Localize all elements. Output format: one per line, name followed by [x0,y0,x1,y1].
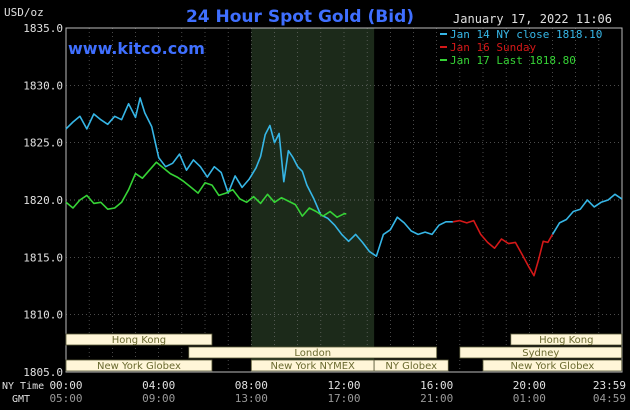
x-tick-label-ny: 08:00 [235,379,268,392]
plot-area: 1805.0 1810.0 1815.0 1820.0 1825.0 1830.0 1835… [23,22,623,379]
x-tick-label-gmt: 05:00 [49,392,82,405]
session-bar-fill [65,333,213,346]
x-tick-label-gmt: 01:00 [513,392,546,405]
series-line-0 [65,97,453,258]
x-tick-label-ny: 12:00 [327,379,360,392]
x-tick-label-ny: 20:00 [513,379,546,392]
y-tick-label: 1825.0 [23,137,63,150]
session-bar: NY Globex [373,359,449,372]
ny-time-row-label: NY Time [2,381,44,392]
x-tick-label-gmt: 13:00 [235,392,268,405]
series-line-3 [551,193,623,235]
session-bar-fill [510,333,623,346]
session-label: New York Globex [97,361,181,372]
legend-item: Jan 14 NY close 1818.10 [450,28,602,41]
session-bar: Hong Kong [510,333,623,346]
session-bar: Sydney [459,346,623,359]
session-bar-fill [459,346,623,359]
legend-item: Jan 16 Sunday [450,41,536,54]
x-tick-label-gmt: 09:00 [142,392,175,405]
y-tick-label: 1805.0 [23,366,63,379]
session-label: Sydney [522,348,559,359]
session-bar-fill [482,359,623,372]
session-label: Hong Kong [112,335,166,346]
x-tick-label-ny: 23:59 [593,379,626,392]
y-tick-label: 1830.0 [23,79,63,92]
plot-frame [65,27,623,373]
x-tick-label-gmt: 17:00 [327,392,360,405]
chart-title: 24 Hour Spot Gold (Bid) [186,7,414,27]
x-tick-label-ny: 04:00 [142,379,175,392]
site-label: www.kitco.com [68,39,205,58]
y-tick-label: 1820.0 [23,194,63,207]
x-tick-label-gmt: 04:59 [593,392,626,405]
nymex-session-shade [251,28,375,372]
session-label: NY Globex [385,361,437,372]
y-tick-label: 1835.0 [23,22,63,35]
session-bar: New York NYMEX [250,359,375,372]
session-bar: London [188,346,438,359]
session-bar: New York Globex [65,359,213,372]
timestamp-label: January 17, 2022 11:06 [453,12,612,26]
session-bar-fill [373,359,449,372]
x-tick-label-ny: 16:00 [420,379,453,392]
session-bar: Hong Kong [65,333,213,346]
session-bar: New York Globex [482,359,623,372]
session-label: New York Globex [510,361,594,372]
x-tick-label-gmt: 21:00 [420,392,453,405]
session-bar-fill [65,359,213,372]
series-line-1 [452,219,554,277]
x-tick-label-ny: 00:00 [49,379,82,392]
session-label: Hong Kong [539,335,593,346]
unit-label: USD/oz [4,6,44,19]
y-tick-label: 1810.0 [23,309,63,322]
series-line-2 [65,161,347,218]
gmt-row-label: GMT [12,394,30,405]
session-label: New York NYMEX [271,361,356,372]
legend-item: Jan 17 Last 1818.80 [450,54,576,67]
y-tick-label: 1815.0 [23,251,63,264]
session-bar-fill [188,346,438,359]
session-label: London [294,348,331,359]
